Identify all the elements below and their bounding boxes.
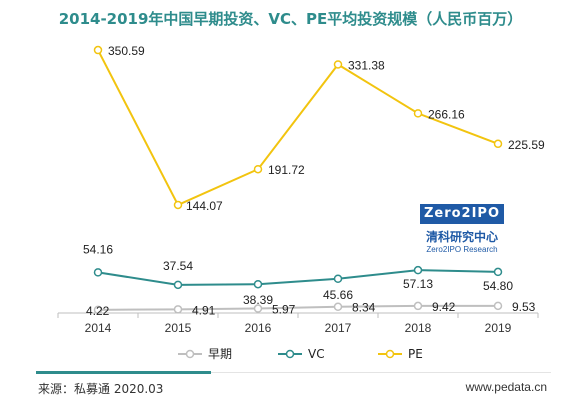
website-text: www.pedata.cn — [465, 380, 547, 394]
data-label: 331.38 — [348, 58, 385, 72]
legend-marker — [385, 349, 395, 359]
data-label: 191.72 — [268, 163, 305, 177]
data-label: 350.59 — [108, 44, 145, 58]
footer-divider-accent — [36, 371, 211, 374]
data-label: 144.07 — [186, 199, 223, 213]
x-tick-label: 2014 — [85, 321, 112, 335]
data-point — [333, 274, 343, 284]
logo-badge: Zero2IPO — [420, 204, 504, 224]
x-tick-label: 2016 — [245, 321, 272, 335]
data-point — [173, 305, 183, 314]
series-line-1 — [97, 269, 499, 286]
footer-divider — [36, 372, 551, 373]
data-point — [253, 279, 263, 289]
source-text: 来源：私募通 2020.03 — [38, 382, 164, 396]
data-point — [493, 139, 503, 149]
data-point — [173, 280, 183, 290]
x-tick-label: 2017 — [325, 321, 352, 335]
legend-label: 早期 — [208, 347, 232, 361]
legend-marker — [185, 349, 195, 359]
data-label: 45.66 — [323, 288, 353, 302]
data-label: 8.34 — [352, 301, 376, 315]
zero2ipo-logo: Zero2IPO 清科研究中心 Zero2IPO Research — [416, 204, 508, 260]
data-point — [93, 45, 103, 55]
data-point — [333, 302, 343, 311]
data-point — [413, 301, 423, 311]
data-label: 225.59 — [508, 138, 545, 152]
data-label: 9.42 — [432, 300, 456, 314]
data-point — [413, 265, 423, 275]
data-label: 38.39 — [243, 293, 273, 307]
data-label: 4.22 — [86, 304, 110, 318]
data-label: 54.16 — [83, 242, 113, 256]
legend-label: PE — [408, 347, 423, 361]
data-point — [493, 267, 503, 277]
chart-title: 2014-2019年中国早期投资、VC、PE平均投资规模（人民币百万） — [58, 10, 523, 28]
data-label: 37.54 — [163, 259, 193, 273]
data-point — [93, 268, 103, 277]
data-point — [173, 200, 183, 210]
data-point — [253, 304, 263, 313]
data-point — [93, 305, 103, 315]
data-label: 57.13 — [403, 277, 433, 291]
x-tick-label: 2018 — [405, 321, 432, 335]
logo-name-cn: 清科研究中心 — [425, 230, 498, 244]
data-point — [493, 301, 503, 311]
x-tick-label: 2015 — [165, 321, 192, 335]
data-label: 9.53 — [512, 300, 536, 314]
data-point — [333, 60, 343, 69]
x-tick-label: 2019 — [485, 321, 512, 335]
series-line-0 — [97, 304, 499, 311]
logo-name-en: Zero2IPO Research — [426, 245, 498, 254]
series-line-2 — [97, 49, 499, 207]
data-point — [253, 164, 263, 174]
data-label: 54.80 — [483, 279, 513, 293]
data-label: 266.16 — [428, 107, 465, 121]
data-label: 5.97 — [272, 303, 296, 317]
data-label: 4.91 — [192, 303, 216, 317]
legend-label: VC — [308, 347, 325, 361]
data-point — [413, 109, 423, 118]
legend-marker — [285, 349, 295, 359]
